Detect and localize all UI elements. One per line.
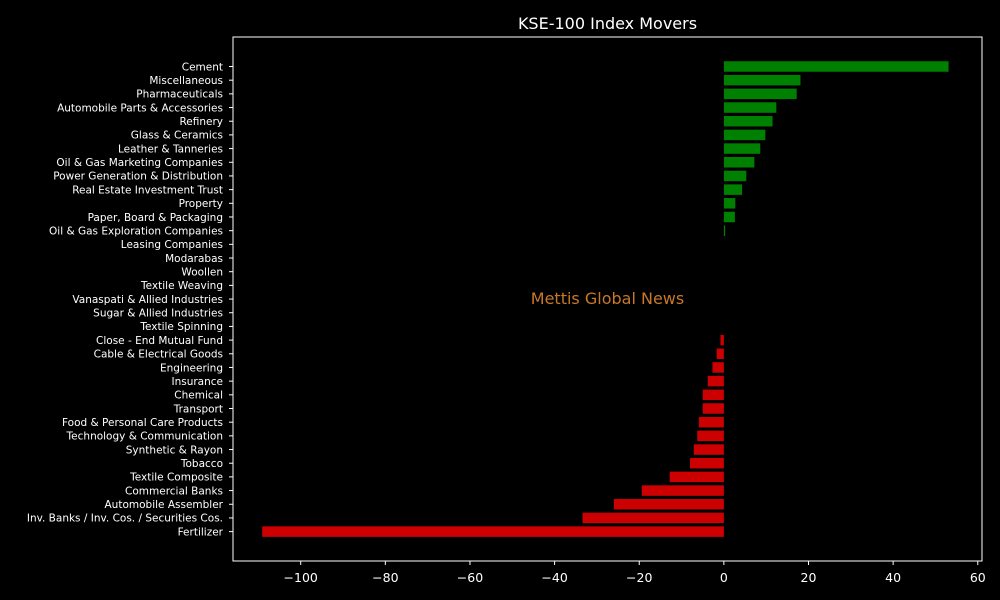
x-tick-label: −20 bbox=[626, 570, 652, 585]
bar-tobacco bbox=[690, 457, 724, 469]
y-tick-label: Miscellaneous bbox=[149, 75, 223, 87]
bar-oil-gas-marketing-companies bbox=[723, 157, 755, 168]
y-tick-label: Refinery bbox=[179, 116, 223, 128]
y-tick-label: Leasing Companies bbox=[121, 239, 223, 251]
y-tick-label: Paper, Board & Packaging bbox=[88, 212, 223, 224]
bar-power-generation-distribution bbox=[723, 170, 747, 182]
x-tick-label: −100 bbox=[284, 570, 318, 585]
y-tick-label: Textile Weaving bbox=[140, 280, 223, 292]
y-tick-label: Insurance bbox=[171, 376, 223, 388]
bar-refinery bbox=[723, 115, 773, 127]
bar-miscellaneous bbox=[723, 74, 801, 86]
y-tick-label: Real Estate Investment Trust bbox=[72, 184, 223, 196]
bar-fertilizer bbox=[262, 526, 724, 537]
y-tick-label: Textile Composite bbox=[129, 472, 223, 484]
y-tick-label: Close - End Mutual Fund bbox=[96, 335, 223, 347]
x-tick-label: −40 bbox=[541, 570, 567, 585]
bar-paper-board-packaging bbox=[723, 211, 735, 223]
x-tick-label: 0 bbox=[720, 570, 728, 585]
bar-cable-electrical-goods bbox=[716, 348, 724, 360]
y-tick-label: Textile Spinning bbox=[139, 321, 223, 333]
bar-glass-ceramics bbox=[723, 129, 766, 141]
y-tick-label: Property bbox=[179, 198, 223, 210]
x-tick-label: 60 bbox=[970, 570, 986, 585]
bars-group bbox=[262, 61, 949, 537]
y-tick-label: Pharmaceuticals bbox=[136, 89, 223, 101]
chart-title: KSE-100 Index Movers bbox=[518, 14, 697, 33]
bar-food-personal-care-products bbox=[698, 416, 724, 428]
x-tick-label: 40 bbox=[885, 570, 901, 585]
bar-oil-gas-exploration-companies bbox=[723, 225, 726, 236]
y-tick-label: Oil & Gas Marketing Companies bbox=[56, 157, 223, 169]
y-tick-label: Cable & Electrical Goods bbox=[94, 349, 223, 361]
y-tick-label: Transport bbox=[173, 403, 223, 415]
bar-automobile-parts-accessories bbox=[723, 102, 777, 113]
y-tick-label: Sugar & Allied Industries bbox=[93, 308, 223, 320]
x-tick-label: 20 bbox=[801, 570, 817, 585]
bar-synthetic-rayon bbox=[693, 444, 724, 455]
y-tick-label: Automobile Parts & Accessories bbox=[57, 102, 223, 114]
y-tick-label: Chemical bbox=[174, 390, 223, 402]
bar-chemical bbox=[702, 389, 724, 401]
y-tick-label: Vanaspati & Allied Industries bbox=[72, 294, 223, 306]
y-tick-label: Inv. Banks / Inv. Cos. / Securities Cos. bbox=[27, 513, 223, 525]
bar-technology-communication bbox=[697, 430, 724, 442]
bar-pharmaceuticals bbox=[723, 88, 797, 100]
bar-engineering bbox=[712, 362, 724, 373]
bar-property bbox=[723, 198, 736, 209]
bar-insurance bbox=[707, 375, 724, 387]
y-tick-label: Fertilizer bbox=[178, 526, 224, 538]
bar-cement bbox=[723, 61, 949, 72]
x-tick-label: −60 bbox=[457, 570, 483, 585]
y-tick-label: Technology & Communication bbox=[66, 431, 223, 443]
bar-inv-banks-inv-cos-securities-cos bbox=[582, 512, 724, 524]
y-tick-label: Automobile Assembler bbox=[105, 499, 224, 511]
bar-automobile-assembler bbox=[613, 499, 724, 510]
y-tick-label: Commercial Banks bbox=[125, 485, 223, 497]
bar-transport bbox=[702, 403, 724, 414]
x-axis: −100 −80 −60 −40 −20 0 20 40 60 bbox=[284, 561, 986, 585]
bar-textile-composite bbox=[669, 471, 724, 483]
y-tick-label: Power Generation & Distribution bbox=[53, 171, 223, 183]
y-tick-label: Oil & Gas Exploration Companies bbox=[49, 225, 223, 237]
bar-commercial-banks bbox=[641, 485, 724, 496]
x-tick-label: −80 bbox=[372, 570, 398, 585]
bar-real-estate-investment-trust bbox=[723, 184, 743, 195]
y-tick-label: Modarabas bbox=[165, 253, 223, 265]
watermark-label: Mettis Global News bbox=[531, 289, 684, 308]
y-axis: CementMiscellaneousPharmaceuticalsAutomo… bbox=[27, 61, 233, 538]
y-tick-label: Glass & Ceramics bbox=[131, 130, 223, 142]
y-tick-label: Engineering bbox=[160, 362, 223, 374]
y-tick-label: Cement bbox=[182, 61, 223, 73]
y-tick-label: Food & Personal Care Products bbox=[62, 417, 223, 429]
y-tick-label: Tobacco bbox=[180, 458, 223, 470]
bar-leather-tanneries bbox=[723, 143, 761, 154]
y-tick-label: Leather & Tanneries bbox=[118, 143, 223, 155]
y-tick-label: Woollen bbox=[181, 267, 223, 279]
bar-close-end-mutual-fund bbox=[720, 334, 724, 346]
y-tick-label: Synthetic & Rayon bbox=[126, 444, 223, 456]
